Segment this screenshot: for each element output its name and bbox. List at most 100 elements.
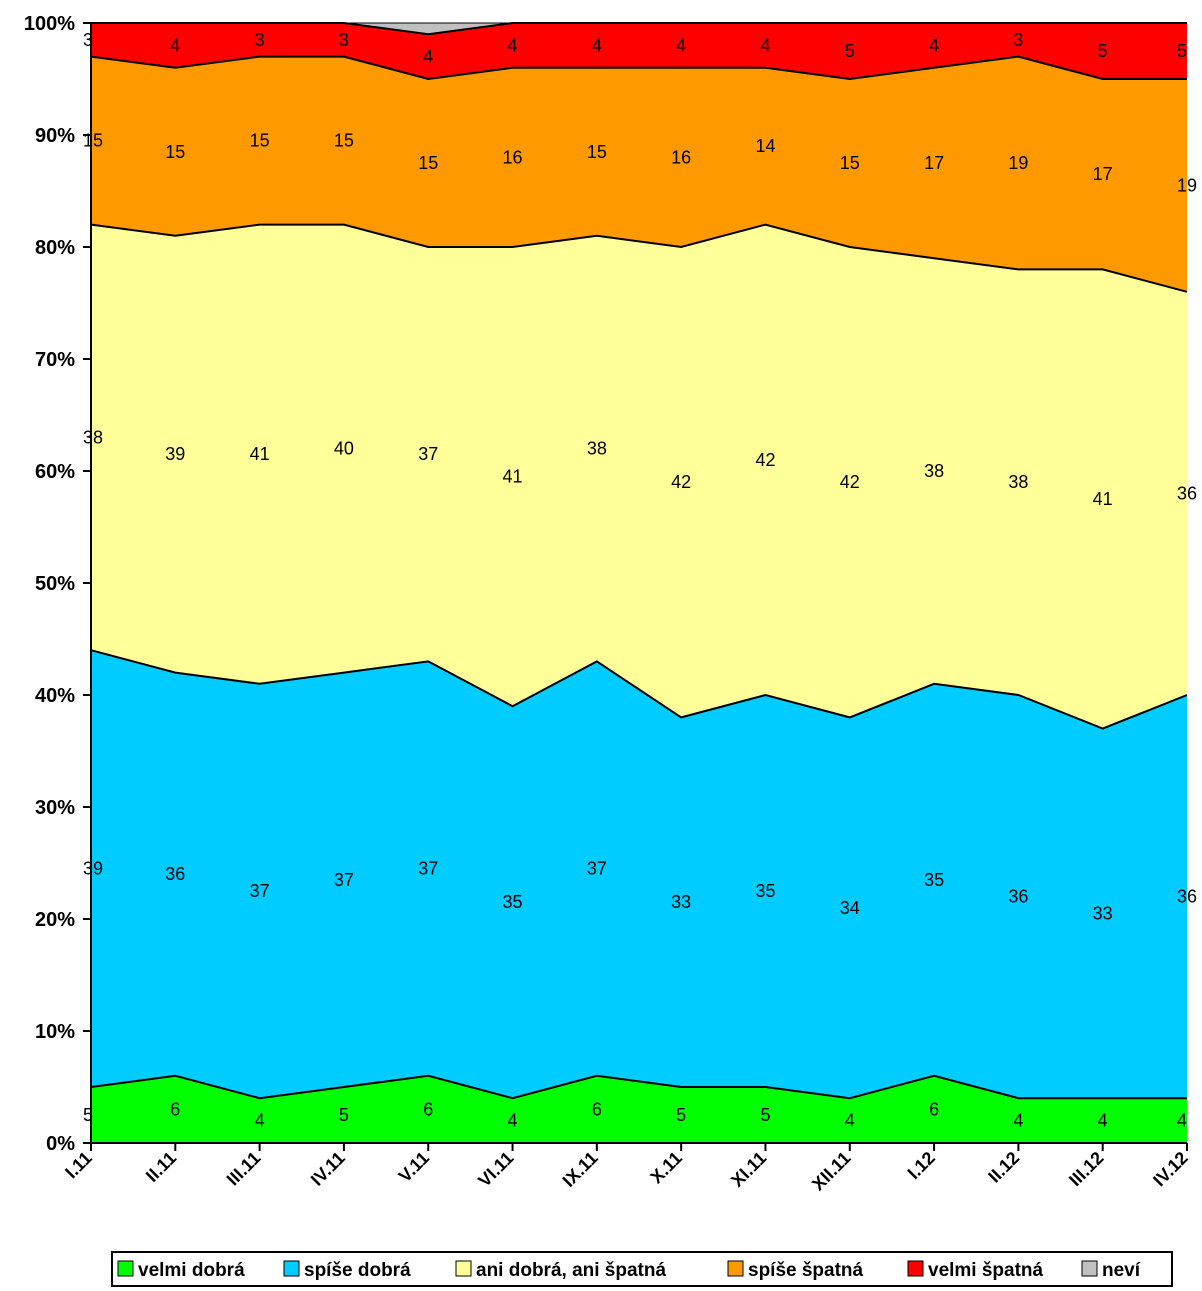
data-label: 5 <box>339 1105 349 1125</box>
data-label: 15 <box>840 153 860 173</box>
y-tick-label: 20% <box>35 909 75 931</box>
legend-swatch <box>455 1260 472 1277</box>
data-label: 3 <box>255 30 265 50</box>
data-label: 3 <box>1013 30 1023 50</box>
data-label: 16 <box>503 147 523 167</box>
boundary-spise-spatna <box>90 55 1187 81</box>
y-tick-label: 0% <box>46 1133 75 1155</box>
legend-swatch <box>117 1260 134 1277</box>
x-tick-label: VI.11 <box>474 1148 517 1191</box>
data-label: 6 <box>592 1099 602 1119</box>
x-tick-label: II.11 <box>142 1148 180 1186</box>
legend-item-nevi: neví <box>1081 1260 1141 1281</box>
data-label: 4 <box>1098 1111 1108 1131</box>
y-axis: 0% 10% 20% 30% 40% 50% 60% 70% 80% 90% 100% <box>24 13 92 1155</box>
data-label: 35 <box>924 870 944 890</box>
legend-label: spíše dobrá <box>304 1260 411 1281</box>
data-label: 5 <box>83 1105 93 1125</box>
y-tick-label: 50% <box>35 573 75 595</box>
y-tick-label: 30% <box>35 797 75 819</box>
data-label: 5 <box>1098 41 1108 61</box>
y-tick-label: 60% <box>35 461 75 483</box>
x-axis: I.11 II.11 III.11 IV.11 V.11 VI.11 IX.11 X.11 XI… <box>61 1142 1192 1195</box>
legend-label: spíše špatná <box>748 1260 864 1281</box>
x-tick-label: XII.11 <box>808 1148 855 1195</box>
x-tick-label: V.11 <box>395 1148 433 1186</box>
data-label: 19 <box>1177 175 1197 195</box>
y-tick-label: 80% <box>35 237 75 259</box>
data-label: 37 <box>418 444 438 464</box>
data-label: 37 <box>587 859 607 879</box>
data-label: 15 <box>418 153 438 173</box>
data-label: 42 <box>840 472 860 492</box>
legend-item-ani-dobra-ani-spatna: ani dobrá, ani špatná <box>455 1260 666 1281</box>
data-label: 4 <box>255 1111 265 1131</box>
boundary-ani-dobra-ani-spatna <box>90 223 1188 293</box>
x-tick-label: I.12 <box>904 1148 939 1183</box>
data-label: 4 <box>1177 1111 1187 1131</box>
data-label: 35 <box>503 892 523 912</box>
data-label: 6 <box>929 1099 939 1119</box>
data-label: 4 <box>760 35 770 55</box>
data-label: 5 <box>676 1105 686 1125</box>
y-tick-label: 100% <box>24 13 75 35</box>
legend-label: ani dobrá, ani špatná <box>476 1260 666 1281</box>
legend-swatch <box>283 1260 300 1277</box>
y-tick-label: 10% <box>35 1021 75 1043</box>
y-tick-label: 70% <box>35 349 75 371</box>
data-label: 4 <box>170 35 180 55</box>
legend-swatch <box>727 1260 744 1277</box>
data-label: 40 <box>334 439 354 459</box>
x-tick-label: III.11 <box>223 1148 265 1190</box>
area-velmi-dobra <box>91 1075 1187 1143</box>
legend-label: velmi dobrá <box>138 1260 245 1281</box>
data-label: 16 <box>671 147 691 167</box>
data-label: 17 <box>1093 164 1113 184</box>
data-label: 36 <box>165 864 185 884</box>
legend-label: velmi špatná <box>928 1260 1044 1281</box>
x-tick-label: X.11 <box>646 1148 686 1188</box>
data-label: 4 <box>676 35 686 55</box>
data-label: 5 <box>1177 41 1187 61</box>
data-label: 15 <box>165 142 185 162</box>
data-label: 4 <box>929 35 939 55</box>
legend-swatch <box>1081 1260 1098 1277</box>
area-ani-dobra-ani-spatna <box>91 224 1187 729</box>
data-label: 6 <box>423 1099 433 1119</box>
area-spise-dobra <box>91 650 1187 1099</box>
data-label: 14 <box>755 136 775 156</box>
data-label: 34 <box>840 898 860 918</box>
boundary-velmi-dobra <box>90 1074 1187 1100</box>
data-label: 36 <box>1177 483 1197 503</box>
data-label: 5 <box>760 1105 770 1125</box>
data-label: 36 <box>1008 887 1028 907</box>
x-tick-label: IX.11 <box>559 1148 602 1191</box>
data-label: 36 <box>1177 887 1197 907</box>
data-label: 41 <box>250 444 270 464</box>
data-label: 38 <box>587 439 607 459</box>
legend-label: neví <box>1102 1260 1141 1281</box>
data-label: 39 <box>83 859 103 879</box>
data-labels: 5 64 5 646 5 5 464 4 439 363737373537333534353633… <box>83 30 1197 1131</box>
x-tick-label: IV.11 <box>307 1148 349 1190</box>
data-label: 42 <box>671 472 691 492</box>
x-tick-label: III.12 <box>1065 1148 1107 1190</box>
data-label: 15 <box>83 131 103 151</box>
area-spise-spatna <box>91 56 1187 292</box>
data-label: 6 <box>170 1099 180 1119</box>
data-label: 4 <box>845 1111 855 1131</box>
legend-item-velmi-dobra: velmi dobrá <box>117 1260 245 1281</box>
data-label: 33 <box>1093 903 1113 923</box>
data-label: 4 <box>423 47 433 67</box>
legend-item-spise-spatna: spíše špatná <box>727 1260 864 1281</box>
data-label: 3 <box>83 30 93 50</box>
data-label: 42 <box>755 450 775 470</box>
data-label: 4 <box>592 35 602 55</box>
boundary-lines <box>90 22 1188 1100</box>
data-label: 38 <box>924 461 944 481</box>
data-label: 41 <box>1093 489 1113 509</box>
data-label: 38 <box>1008 472 1028 492</box>
x-tick-label: IV.12 <box>1149 1148 1192 1191</box>
area-velmi-spatna <box>91 23 1187 79</box>
